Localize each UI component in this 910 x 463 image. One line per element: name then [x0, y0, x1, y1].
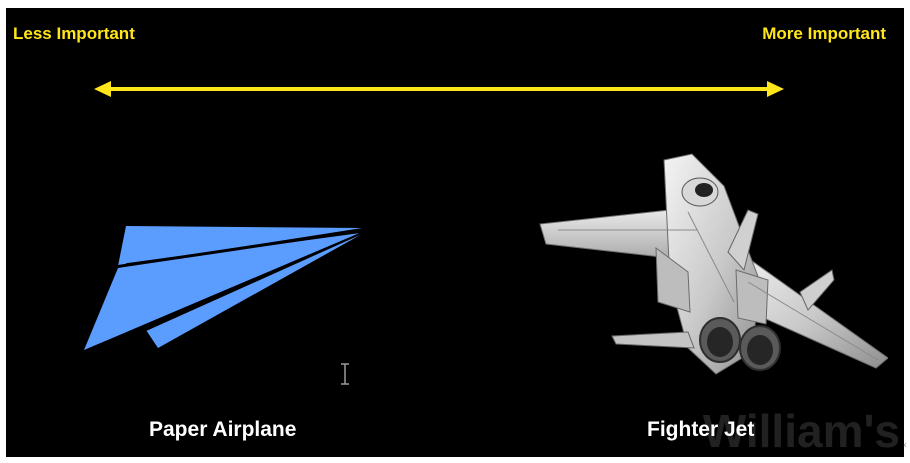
double-arrow-icon — [94, 81, 784, 97]
slide-frame: Less Important More Important — [6, 8, 904, 457]
less-important-label: Less Important — [13, 24, 135, 43]
edge-marker-icon: ‹ — [903, 440, 907, 451]
paper-airplane-icon — [84, 226, 363, 350]
paper-airplane-caption: Paper Airplane — [149, 418, 297, 441]
fighter-jet-icon — [539, 153, 888, 375]
text-cursor-icon — [341, 363, 349, 385]
fighter-jet-caption: Fighter Jet — [647, 418, 755, 441]
more-important-label: More Important — [762, 24, 886, 43]
